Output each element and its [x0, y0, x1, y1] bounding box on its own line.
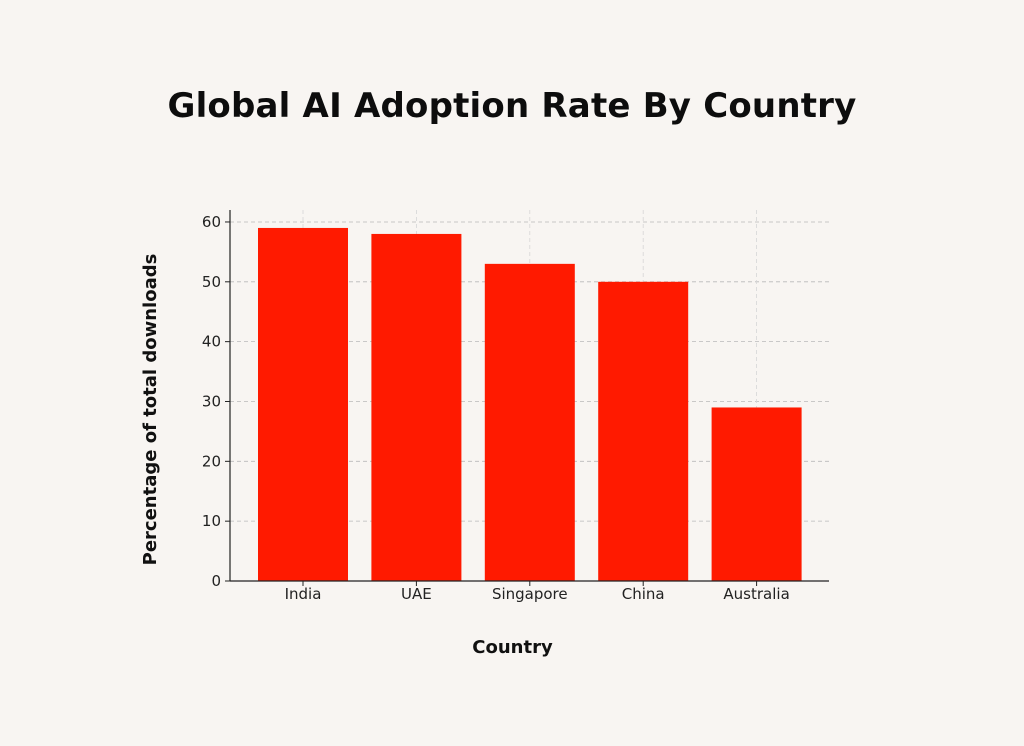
bar-australia — [711, 407, 802, 581]
y-tick-label: 50 — [202, 273, 221, 291]
bar-india — [258, 227, 348, 582]
x-tick-label: China — [622, 585, 665, 603]
bars — [258, 227, 802, 582]
y-tick-label: 30 — [202, 392, 221, 410]
x-tick-labels: India UAE Singapore China Australia — [285, 581, 790, 603]
y-tick-labels: 0 10 20 30 40 50 60 — [202, 213, 230, 590]
y-tick-label: 10 — [202, 512, 221, 530]
y-tick-label: 20 — [202, 452, 221, 470]
chart-title: Global AI Adoption Rate By Country — [167, 86, 857, 126]
x-tick-label: UAE — [401, 585, 432, 603]
y-tick-label: 40 — [202, 333, 221, 351]
bar-china — [598, 281, 689, 581]
x-tick-label: Australia — [723, 585, 789, 603]
bar-uae — [371, 233, 462, 581]
y-tick-label: 0 — [211, 572, 221, 590]
bar-singapore — [484, 263, 575, 581]
y-axis-title: Percentage of total downloads — [140, 254, 161, 566]
x-tick-label: Singapore — [492, 585, 568, 603]
x-axis-title: Country — [472, 637, 553, 658]
y-tick-label: 60 — [202, 213, 221, 231]
x-tick-label: India — [285, 585, 322, 603]
